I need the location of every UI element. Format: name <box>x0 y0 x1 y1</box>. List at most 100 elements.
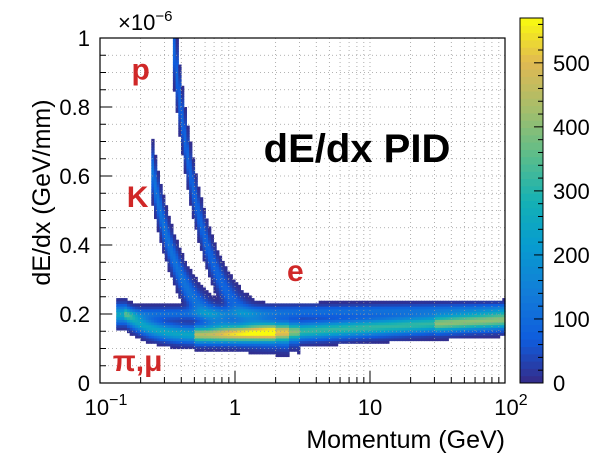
heatmap-cell <box>348 335 352 339</box>
heatmap-cell <box>162 335 166 339</box>
heatmap-cell <box>478 335 482 339</box>
heatmap-cell <box>164 329 169 334</box>
heatmap-cell <box>472 329 476 334</box>
heatmap-cell <box>356 337 360 342</box>
heatmap-cell <box>442 332 447 336</box>
heatmap-cell <box>340 327 344 331</box>
heatmap-cell <box>310 321 314 326</box>
heatmap-cell <box>172 282 177 286</box>
heatmap-cell <box>143 337 147 342</box>
heatmap-cell <box>440 308 444 312</box>
heatmap-cell <box>121 311 125 315</box>
heatmap-cell <box>424 329 428 334</box>
heatmap-cell <box>127 308 131 312</box>
heatmap-cell <box>402 308 406 312</box>
colorbar-swatch <box>520 98 543 107</box>
heatmap-cell <box>345 314 349 318</box>
heatmap-cell <box>183 125 187 129</box>
heatmap-cell <box>326 327 331 331</box>
heatmap-cell <box>467 316 471 320</box>
heatmap-cell <box>370 316 374 320</box>
heatmap-cell <box>240 345 244 350</box>
heatmap-cell <box>208 340 212 344</box>
heatmap-cell <box>170 229 174 233</box>
heatmap-cell <box>178 316 182 320</box>
heatmap-cell <box>181 128 185 132</box>
heatmap-cell <box>351 311 355 315</box>
heatmap-cell <box>415 329 420 334</box>
heatmap-cell <box>421 337 425 342</box>
heatmap-cell <box>405 332 409 336</box>
heatmap-cell <box>189 290 193 294</box>
heatmap-cell <box>483 329 487 334</box>
heatmap-cell <box>191 306 196 310</box>
heatmap-cell <box>154 306 158 310</box>
heatmap-cell <box>143 324 147 328</box>
heatmap-cell <box>305 319 309 323</box>
heatmap-cell <box>383 324 387 328</box>
heatmap-cell <box>316 337 320 342</box>
heatmap-cell <box>167 245 171 249</box>
heatmap-cell <box>469 335 474 339</box>
heatmap-cell <box>167 218 171 222</box>
heatmap-cell <box>191 284 196 289</box>
particle-label: e <box>287 255 304 288</box>
heatmap-cell <box>326 335 331 339</box>
heatmap-cell <box>183 335 187 339</box>
heatmap-cell <box>154 324 158 328</box>
heatmap-cell <box>472 332 476 336</box>
heatmap-cell <box>240 329 244 334</box>
heatmap-cell <box>218 258 223 262</box>
heatmap-cell <box>283 340 287 344</box>
heatmap-cell <box>299 324 304 328</box>
heatmap-cell <box>267 348 271 352</box>
heatmap-cell <box>410 327 414 331</box>
heatmap-cell <box>186 287 190 291</box>
heatmap-cell <box>178 104 182 108</box>
heatmap-cell <box>475 332 479 336</box>
heatmap-cell <box>151 321 155 326</box>
heatmap-cell <box>267 345 271 350</box>
heatmap-cell <box>221 329 225 334</box>
heatmap-cell <box>172 271 177 275</box>
heatmap-cell <box>213 303 217 307</box>
heatmap-cell <box>437 319 441 323</box>
heatmap-cell <box>275 321 279 326</box>
heatmap-cell <box>162 237 166 241</box>
heatmap-cell <box>340 332 344 336</box>
heatmap-cell <box>181 146 185 151</box>
heatmap-cell <box>388 316 393 320</box>
heatmap-cell <box>208 242 212 246</box>
heatmap-cell <box>237 295 241 299</box>
heatmap-cell <box>318 324 322 328</box>
heatmap-cell <box>394 327 398 331</box>
heatmap-cell <box>156 197 160 201</box>
heatmap-cell <box>378 324 382 328</box>
heatmap-cell <box>340 300 344 304</box>
heatmap-cell <box>480 324 484 328</box>
heatmap-cell <box>297 335 301 339</box>
heatmap-cell <box>359 324 363 328</box>
heatmap-cell <box>178 284 182 289</box>
heatmap-cell <box>205 250 209 254</box>
heatmap-cell <box>448 314 452 318</box>
heatmap-cell <box>297 324 301 328</box>
heatmap-cell <box>202 335 206 339</box>
heatmap-cell <box>434 303 439 307</box>
heatmap-cell <box>402 335 406 339</box>
heatmap-cell <box>191 173 196 177</box>
heatmap-cell <box>272 351 277 355</box>
heatmap-cell <box>418 327 422 331</box>
heatmap-cell <box>181 321 185 326</box>
heatmap-cell <box>167 308 171 312</box>
heatmap-cell <box>491 308 495 312</box>
heatmap-cell <box>121 308 125 312</box>
heatmap-cell <box>429 335 433 339</box>
heatmap-cell <box>345 306 349 310</box>
heatmap-cell <box>264 306 268 310</box>
heatmap-cell <box>332 324 336 328</box>
heatmap-cell <box>224 266 228 270</box>
heatmap-cell <box>316 303 320 307</box>
heatmap-cell <box>210 308 214 312</box>
heatmap-cell <box>464 335 468 339</box>
